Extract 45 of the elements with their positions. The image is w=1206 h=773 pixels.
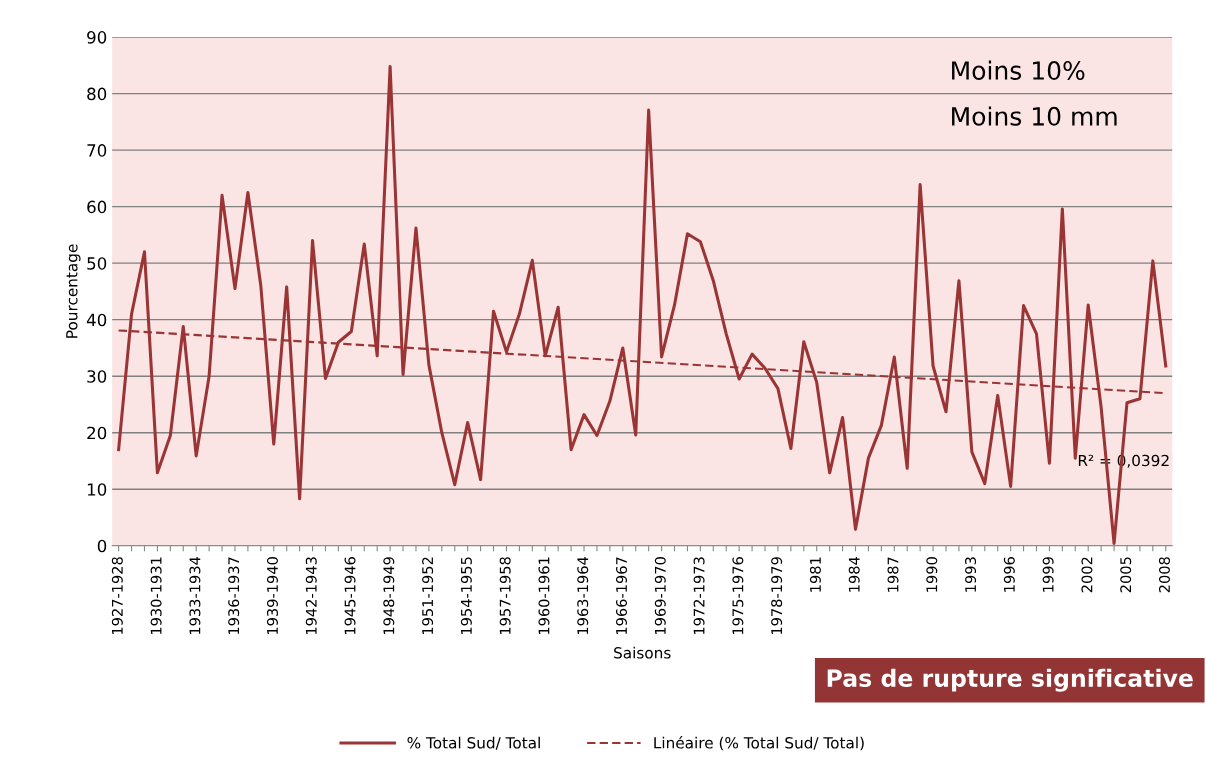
legend-label: % Total Sud/ Total: [407, 736, 540, 750]
x-tick-label: 1972-1973: [693, 557, 705, 635]
x-tick-label: 1990: [926, 557, 938, 592]
x-tick-label: 1960-1961: [538, 557, 550, 635]
x-tick-label: 1975-1976: [732, 557, 744, 635]
x-tick-label: 1936-1937: [228, 557, 240, 635]
legend-label: Linéaire (% Total Sud/ Total): [654, 736, 864, 751]
x-tick-label: 1981: [809, 557, 821, 592]
annotation: Moins 10 mm: [952, 106, 1117, 126]
x-tick-label: 1987: [887, 557, 899, 592]
x-tick-label: 1984: [848, 556, 860, 592]
y-tick-label: 40: [86, 313, 107, 327]
x-tick-label: 1927-1928: [111, 557, 123, 635]
y-tick-label: 10: [87, 483, 107, 496]
y-tick-label: 90: [87, 31, 107, 44]
y-tick-label: 70: [87, 144, 107, 157]
text: Pas de rupture significative: [827, 668, 1193, 692]
x-tick-label: 1993: [965, 557, 977, 592]
x-tick-label: 1969-1970: [654, 557, 666, 635]
y-tick-label: 60: [87, 200, 107, 214]
x-tick-label: 1954-1955: [460, 557, 472, 635]
y-tick-label: 80: [87, 87, 107, 101]
x-tick-label: 1996: [1003, 557, 1015, 592]
x-tick-label: 1933-1934: [189, 556, 201, 635]
y-tick-label: 50: [87, 257, 107, 270]
x-tick-label: 1942-1943: [305, 557, 317, 635]
x-tick-label: 1945-1946: [344, 557, 356, 635]
annotation: Moins 10%: [952, 60, 1085, 80]
x-tick-label: 2005: [1120, 557, 1132, 593]
x-tick-label: 1957-1958: [499, 557, 511, 635]
x-tick-label: 1930-1931: [150, 557, 162, 635]
x-tick-label: 1978-1979: [771, 557, 783, 635]
x-tick-label: 2002: [1081, 557, 1093, 593]
x-axis-title: Saisons: [614, 646, 671, 659]
x-tick-label: 1963-1964: [577, 556, 589, 635]
y-tick-label: 30: [87, 370, 107, 383]
x-tick-label: 1966-1967: [616, 557, 628, 635]
y-tick-label: 20: [87, 426, 107, 440]
x-tick-label: 2008: [1158, 557, 1170, 593]
x-tick-label: 1948-1949: [383, 557, 395, 635]
y-tick-label: 0: [97, 539, 107, 553]
y-axis-title: Pourcentage: [66, 244, 81, 338]
x-tick-label: 1951-1952: [422, 557, 434, 635]
x-tick-label: 1999: [1042, 557, 1054, 592]
x-tick-label: 1939-1940: [266, 557, 278, 635]
